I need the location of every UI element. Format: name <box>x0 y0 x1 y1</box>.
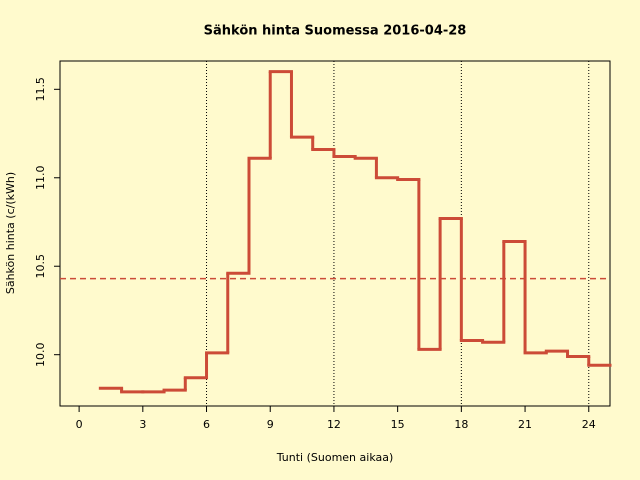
plot-box <box>59 60 611 407</box>
x-tick-label: 15 <box>391 418 405 431</box>
x-tick-label: 12 <box>327 418 341 431</box>
x-tick-label: 3 <box>139 418 146 431</box>
y-tick-label: 10.5 <box>34 254 47 279</box>
y-tick-label: 10.0 <box>34 342 47 367</box>
y-tick-label: 11.0 <box>34 166 47 191</box>
x-tick-label: 18 <box>454 418 468 431</box>
x-axis-label: Tunti (Suomen aikaa) <box>276 451 394 464</box>
x-tick-label: 9 <box>267 418 274 431</box>
y-tick-label: 11.5 <box>34 77 47 102</box>
x-tick-label: 0 <box>76 418 83 431</box>
x-tick-label: 6 <box>203 418 210 431</box>
chart-title: Sähkön hinta Suomessa 2016-04-28 <box>204 24 467 39</box>
x-tick-label: 24 <box>582 418 596 431</box>
y-axis-label: Sähkön hinta (c/(kWh) <box>4 172 17 294</box>
x-tick-label: 21 <box>518 418 532 431</box>
